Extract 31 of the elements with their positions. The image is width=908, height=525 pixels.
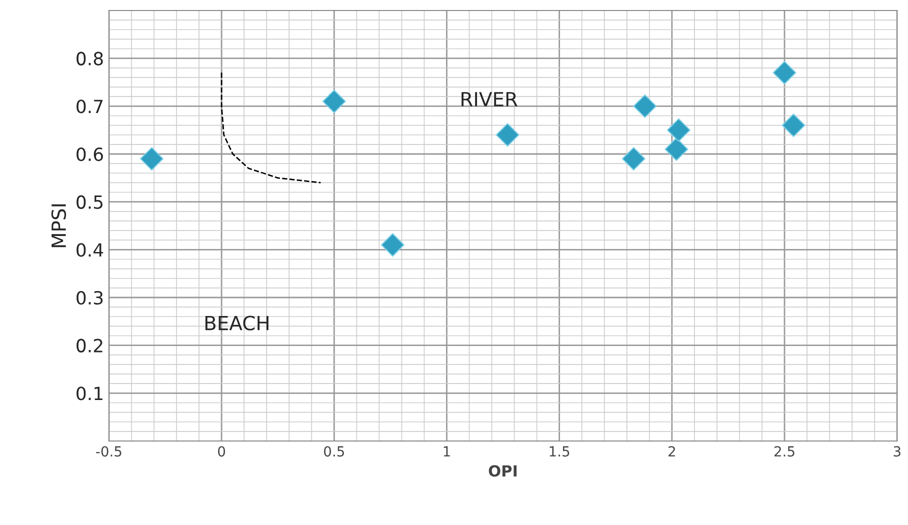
y-axis-title: MPSI: [51, 204, 66, 248]
y-tick-label: 0.1: [76, 386, 102, 400]
y-tick-label: 0.2: [76, 338, 102, 352]
x-tick-label: 3: [894, 446, 900, 457]
point: [322, 90, 346, 114]
point: [496, 123, 520, 147]
y-tick-label: 0.7: [76, 100, 103, 114]
x-tick-label: 1.5: [550, 446, 570, 457]
point: [666, 118, 690, 142]
y-tick-label: 0.3: [76, 290, 103, 305]
point: [782, 114, 806, 138]
y-tick-label: 0.6: [76, 147, 103, 162]
y-tick-label: 0.8: [76, 52, 103, 66]
point: [140, 147, 164, 171]
x-tick-label: 0: [218, 446, 226, 457]
x-tick-label: -0.5: [96, 446, 122, 457]
y-tick-label: 0.4: [76, 243, 104, 257]
annotation: BEACH: [205, 316, 268, 330]
line-series: [220, 72, 322, 184]
x-tick-label: 1: [444, 446, 450, 456]
point: [633, 94, 657, 118]
x-axis-title: OPI: [488, 465, 517, 477]
x-tick-label: 2.5: [774, 446, 794, 457]
point: [380, 233, 404, 257]
y-tick-label: 0.5: [76, 195, 103, 209]
x-tick-label: 2: [668, 446, 675, 456]
point: [664, 137, 688, 161]
annotation: RIVER: [462, 92, 518, 106]
x-tick-label: 0.5: [324, 446, 344, 457]
point: [772, 60, 796, 84]
point: [622, 147, 646, 171]
